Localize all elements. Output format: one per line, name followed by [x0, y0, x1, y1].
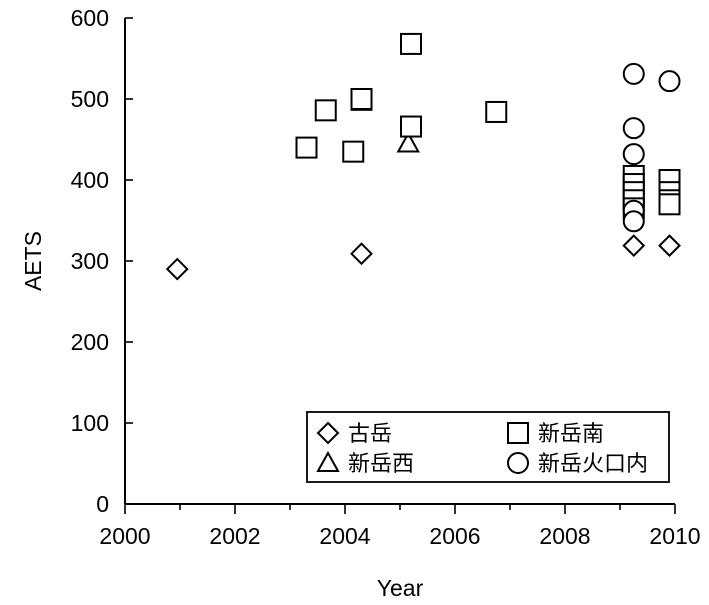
y-tick-label: 500	[71, 86, 109, 112]
square-point	[400, 32, 422, 55]
x-tick-label: 2010	[649, 523, 700, 549]
x-axis-title: Year	[377, 575, 424, 601]
circle-point	[622, 143, 645, 166]
diamond-point	[658, 234, 681, 258]
diamond-point	[350, 242, 373, 266]
x-tick-label: 2006	[429, 523, 480, 549]
circle-point	[622, 117, 645, 140]
legend-frame	[306, 411, 670, 483]
diamond-point	[165, 257, 189, 281]
square-point	[342, 140, 365, 163]
circle-point	[622, 62, 645, 85]
square-point	[314, 99, 337, 122]
y-axis-title: AETS	[20, 231, 46, 291]
legend-diamond-icon	[316, 421, 340, 445]
legend-label: 新岳南	[538, 422, 604, 447]
square-point	[485, 100, 508, 123]
square-point	[658, 193, 681, 216]
square-point	[350, 88, 373, 110]
y-tick-label: 100	[71, 410, 109, 436]
y-tick-label: 400	[71, 167, 109, 193]
x-tick-label: 2008	[539, 523, 590, 549]
ticks: 2000 2002 2004 2006 2008 2010 0 100 200 300 400 500…	[71, 5, 701, 549]
circle-point	[658, 70, 681, 93]
square-point	[295, 136, 318, 159]
y-tick-label: 300	[71, 248, 109, 274]
legend-label: 新岳西	[348, 452, 414, 477]
x-tick-label: 2004	[319, 523, 370, 549]
y-tick-label: 200	[71, 329, 109, 355]
legend-label: 古岳	[348, 422, 392, 447]
square-point	[400, 115, 422, 138]
x-tick-label: 2000	[99, 523, 150, 549]
y-tick-label: 600	[71, 5, 109, 31]
legend-circle-icon	[507, 452, 529, 474]
y-tick-label: 0	[96, 491, 109, 517]
diamond-point	[622, 234, 646, 258]
legend-square-icon	[507, 422, 529, 444]
x-tick-label: 2002	[209, 523, 260, 549]
legend-label: 新岳火口内	[538, 452, 648, 477]
circle-point	[622, 210, 645, 233]
data-points	[165, 32, 681, 281]
triangle-point	[396, 131, 420, 153]
legend-triangle-icon	[316, 450, 340, 472]
